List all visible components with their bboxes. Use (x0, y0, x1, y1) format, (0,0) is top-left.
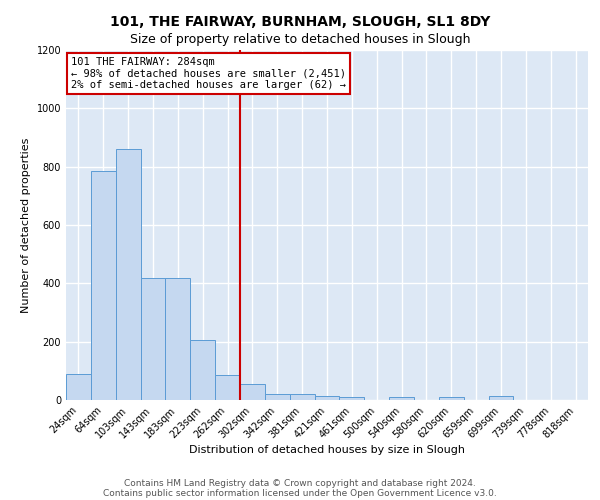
Y-axis label: Number of detached properties: Number of detached properties (21, 138, 31, 312)
Bar (439, 396, 464, 400)
Text: 101 THE FAIRWAY: 284sqm
← 98% of detached houses are smaller (2,451)
2% of semi-: 101 THE FAIRWAY: 284sqm ← 98% of detache… (71, 57, 346, 90)
Bar (66, 374, 91, 400)
X-axis label: Distribution of detached houses by size in Slough: Distribution of detached houses by size … (189, 446, 465, 456)
Bar (314, 396, 340, 400)
Bar (340, 396, 364, 400)
Bar (290, 394, 314, 400)
Bar (166, 278, 190, 400)
Bar (140, 278, 166, 400)
Bar (116, 149, 140, 400)
Bar (91, 171, 116, 400)
Bar (389, 396, 414, 400)
Text: Contains public sector information licensed under the Open Government Licence v3: Contains public sector information licen… (103, 488, 497, 498)
Bar (488, 396, 514, 400)
Text: 101, THE FAIRWAY, BURNHAM, SLOUGH, SL1 8DY: 101, THE FAIRWAY, BURNHAM, SLOUGH, SL1 8… (110, 15, 490, 29)
Bar (265, 394, 290, 400)
Bar (190, 340, 215, 400)
Bar (240, 384, 265, 400)
Bar (215, 375, 240, 400)
Text: Size of property relative to detached houses in Slough: Size of property relative to detached ho… (130, 32, 470, 46)
Text: Contains HM Land Registry data © Crown copyright and database right 2024.: Contains HM Land Registry data © Crown c… (124, 478, 476, 488)
